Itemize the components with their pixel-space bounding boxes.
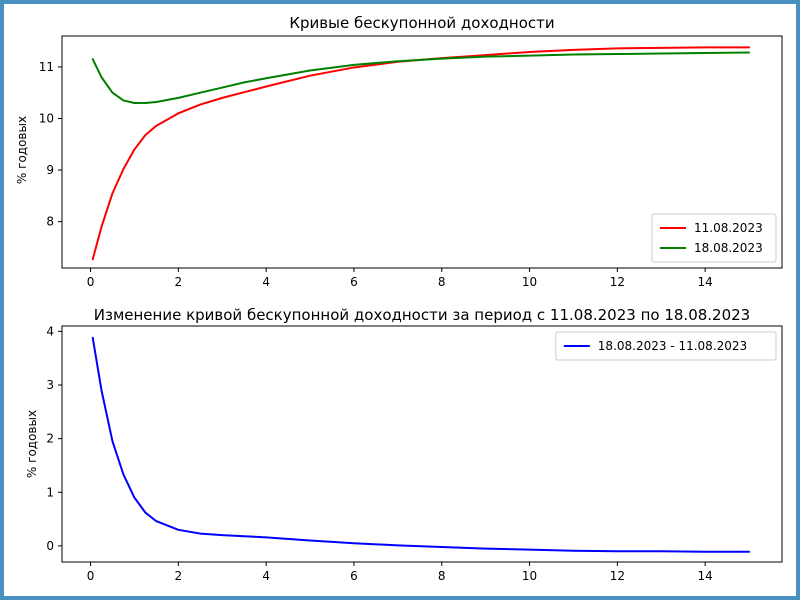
chart-title: Изменение кривой бескупонной доходности …: [94, 306, 750, 324]
plot-area: [61, 35, 783, 269]
x-tick-label: 4: [262, 275, 270, 289]
y-tick-label: 1: [46, 485, 54, 499]
legend-label: 18.08.2023: [694, 241, 763, 255]
y-tick-label: 0: [46, 539, 54, 553]
y-axis-label: % годовых: [25, 410, 39, 478]
x-tick-label: 2: [175, 275, 183, 289]
y-axis-label: % годовых: [15, 116, 29, 184]
x-tick-label: 14: [698, 275, 713, 289]
y-tick-label: 4: [46, 324, 54, 338]
y-tick-label: 11: [39, 60, 54, 74]
x-tick-label: 10: [522, 275, 537, 289]
x-tick-label: 10: [522, 569, 537, 583]
x-tick-label: 6: [350, 569, 358, 583]
legend-label: 11.08.2023: [694, 221, 763, 235]
chart-title: Кривые бескупонной доходности: [289, 14, 554, 32]
series-line-1: [91, 51, 751, 105]
chart-yield-curves: Кривые бескупонной доходности % годовых …: [15, 14, 783, 289]
x-tick-label: 14: [698, 569, 713, 583]
x-tick-label: 12: [610, 569, 625, 583]
legend: [651, 213, 777, 263]
x-tick-label: 12: [610, 275, 625, 289]
series-line-0: [91, 336, 751, 553]
x-tick-label: 4: [262, 569, 270, 583]
y-tick-label: 3: [46, 378, 54, 392]
plot-area: [61, 325, 783, 563]
chart-yield-change: Изменение кривой бескупонной доходности …: [25, 306, 783, 583]
y-tick-label: 2: [46, 432, 54, 446]
legend: [555, 331, 777, 361]
y-tick-label: 8: [46, 215, 54, 229]
y-tick-label: 10: [39, 111, 54, 125]
series-line-0: [91, 46, 751, 261]
x-tick-label: 6: [350, 275, 358, 289]
x-tick-label: 8: [438, 569, 446, 583]
x-tick-label: 2: [175, 569, 183, 583]
x-tick-label: 8: [438, 275, 446, 289]
legend-label: 18.08.2023 - 11.08.2023: [598, 339, 747, 353]
x-tick-label: 0: [87, 569, 95, 583]
y-tick-label: 9: [46, 163, 54, 177]
x-tick-label: 0: [87, 275, 95, 289]
